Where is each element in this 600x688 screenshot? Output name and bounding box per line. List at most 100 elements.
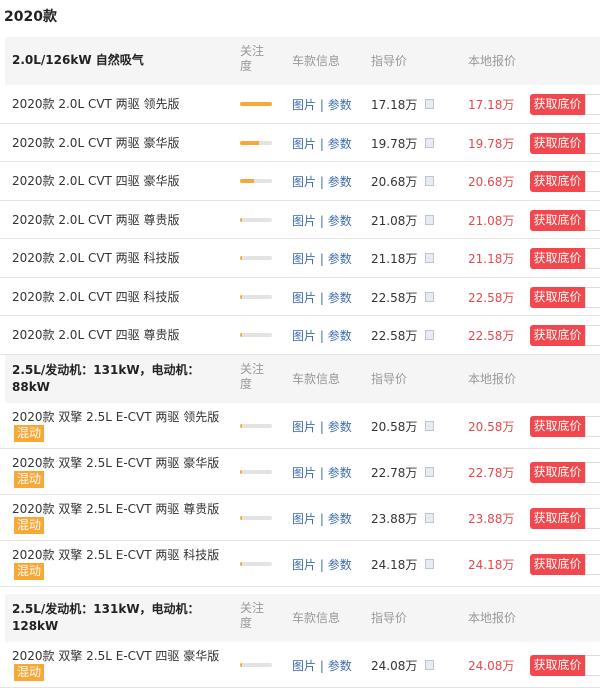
section-name: 2.0L/126kW 自然吸气 (12, 53, 144, 67)
calculator-icon[interactable] (425, 330, 434, 341)
get-lowest-price-button[interactable]: 获取底价 (530, 94, 585, 116)
get-lowest-price-button[interactable]: 获取底价 (530, 132, 585, 154)
compare-box[interactable] (585, 325, 600, 347)
calculator-icon[interactable] (425, 214, 434, 225)
local-price[interactable]: 20.58万 (468, 420, 515, 434)
model-name[interactable]: 2020款 2.0L CVT 四驱 豪华版 (12, 174, 180, 189)
local-price[interactable]: 22.78万 (468, 466, 515, 480)
model-name[interactable]: 2020款 双擎 2.5L E-CVT 两驱 尊贵版 (12, 502, 220, 516)
model-name[interactable]: 2020款 2.0L CVT 两驱 领先版 (12, 97, 180, 112)
get-lowest-price-button[interactable]: 获取底价 (530, 508, 585, 529)
calculator-icon[interactable] (425, 291, 434, 302)
model-name[interactable]: 2020款 2.0L CVT 四驱 尊贵版 (12, 328, 180, 343)
local-price[interactable]: 22.58万 (468, 290, 515, 305)
get-lowest-price-button[interactable]: 获取底价 (530, 655, 585, 676)
calculator-icon[interactable] (425, 253, 434, 264)
calculator-icon[interactable] (425, 660, 434, 670)
params-link[interactable]: 参数 (327, 290, 352, 305)
params-link[interactable]: 参数 (327, 466, 352, 480)
model-name[interactable]: 2020款 双擎 2.5L E-CVT 两驱 科技版 (12, 548, 220, 562)
model-name[interactable]: 2020款 2.0L CVT 两驱 科技版 (12, 251, 180, 266)
header-attention: 关注度 (240, 44, 265, 73)
table-row: 2020款 双擎 2.5L E-CVT 四驱 豪华版 混动 图片 | 参数 24… (0, 642, 600, 688)
calculator-icon[interactable] (425, 99, 434, 110)
pictures-link[interactable]: 图片 (292, 512, 317, 526)
get-lowest-price-button[interactable]: 获取底价 (530, 554, 585, 575)
pictures-link[interactable]: 图片 (292, 175, 317, 190)
compare-box[interactable] (585, 462, 600, 483)
get-lowest-price-button[interactable]: 获取底价 (530, 462, 585, 483)
compare-box[interactable] (585, 655, 600, 676)
model-name[interactable]: 2020款 2.0L CVT 四驱 科技版 (12, 289, 180, 304)
params-link[interactable]: 参数 (327, 136, 352, 151)
attention-bar (240, 516, 272, 520)
table-row: 2020款 2.0L CVT 两驱 豪华版 图片 | 参数 19.78万 19.… (0, 124, 600, 162)
get-lowest-price-button[interactable]: 获取底价 (530, 209, 585, 231)
model-name[interactable]: 2020款 双擎 2.5L E-CVT 两驱 豪华版 (12, 456, 220, 470)
params-link[interactable]: 参数 (327, 175, 352, 190)
local-price[interactable]: 21.08万 (468, 213, 515, 228)
calculator-icon[interactable] (425, 559, 434, 569)
table-row: 2020款 双擎 2.5L E-CVT 两驱 尊贵版 混动 图片 | 参数 23… (0, 495, 600, 541)
compare-box[interactable] (585, 416, 600, 437)
pictures-link[interactable]: 图片 (292, 290, 317, 305)
model-name[interactable]: 2020款 2.0L CVT 两驱 豪华版 (12, 135, 180, 150)
get-lowest-price-button[interactable]: 获取底价 (530, 171, 585, 193)
compare-box[interactable] (585, 286, 600, 308)
params-link[interactable]: 参数 (327, 659, 352, 673)
compare-box[interactable] (585, 209, 600, 231)
get-lowest-price-button[interactable]: 获取底价 (530, 286, 585, 308)
get-lowest-price-button[interactable]: 获取底价 (530, 248, 585, 270)
pictures-link[interactable]: 图片 (292, 213, 317, 228)
model-name[interactable]: 2020款 双擎 2.5L E-CVT 两驱 领先版 (12, 410, 220, 424)
local-price[interactable]: 19.78万 (468, 136, 515, 151)
local-price[interactable]: 20.68万 (468, 175, 515, 190)
header-guide: 指导价 (371, 54, 408, 68)
attention-bar (240, 470, 272, 474)
header-attention: 关注度 (240, 362, 265, 391)
compare-box[interactable] (585, 554, 600, 575)
calculator-icon[interactable] (425, 176, 434, 187)
get-lowest-price-button[interactable]: 获取底价 (530, 325, 585, 347)
params-link[interactable]: 参数 (327, 98, 352, 113)
pictures-link[interactable]: 图片 (292, 329, 317, 344)
attention-fill (240, 333, 242, 338)
compare-box[interactable] (585, 248, 600, 270)
calculator-icon[interactable] (425, 467, 434, 477)
table-row: 2020款 双擎 2.5L E-CVT 两驱 豪华版 混动 图片 | 参数 22… (0, 449, 600, 495)
params-link[interactable]: 参数 (327, 558, 352, 572)
local-price[interactable]: 22.58万 (468, 329, 515, 344)
pictures-link[interactable]: 图片 (292, 136, 317, 151)
pictures-link[interactable]: 图片 (292, 558, 317, 572)
attention-fill (240, 140, 260, 145)
get-lowest-price-button[interactable]: 获取底价 (530, 416, 585, 437)
params-link[interactable]: 参数 (327, 213, 352, 228)
pictures-link[interactable]: 图片 (292, 252, 317, 267)
calculator-icon[interactable] (425, 513, 434, 523)
compare-box[interactable] (585, 171, 600, 193)
model-name[interactable]: 2020款 双擎 2.5L E-CVT 四驱 豪华版 (12, 649, 220, 663)
model-name[interactable]: 2020款 2.0L CVT 两驱 尊贵版 (12, 212, 180, 227)
params-link[interactable]: 参数 (327, 420, 352, 434)
pictures-link[interactable]: 图片 (292, 420, 317, 434)
calculator-icon[interactable] (425, 137, 434, 148)
local-price[interactable]: 24.08万 (468, 659, 515, 673)
compare-box[interactable] (585, 132, 600, 154)
pictures-link[interactable]: 图片 (292, 98, 317, 113)
pictures-link[interactable]: 图片 (292, 659, 317, 673)
local-price[interactable]: 21.18万 (468, 252, 515, 267)
params-link[interactable]: 参数 (327, 252, 352, 267)
guide-price: 20.58万 (371, 420, 418, 434)
header-info: 车款信息 (292, 611, 341, 625)
calculator-icon[interactable] (425, 421, 434, 431)
compare-box[interactable] (585, 508, 600, 529)
local-price[interactable]: 23.88万 (468, 512, 515, 526)
local-price[interactable]: 24.18万 (468, 558, 515, 572)
guide-price: 24.08万 (371, 659, 418, 673)
attention-fill (240, 424, 242, 428)
local-price[interactable]: 17.18万 (468, 98, 515, 113)
compare-box[interactable] (585, 94, 600, 116)
params-link[interactable]: 参数 (327, 329, 352, 344)
pictures-link[interactable]: 图片 (292, 466, 317, 480)
params-link[interactable]: 参数 (327, 512, 352, 526)
